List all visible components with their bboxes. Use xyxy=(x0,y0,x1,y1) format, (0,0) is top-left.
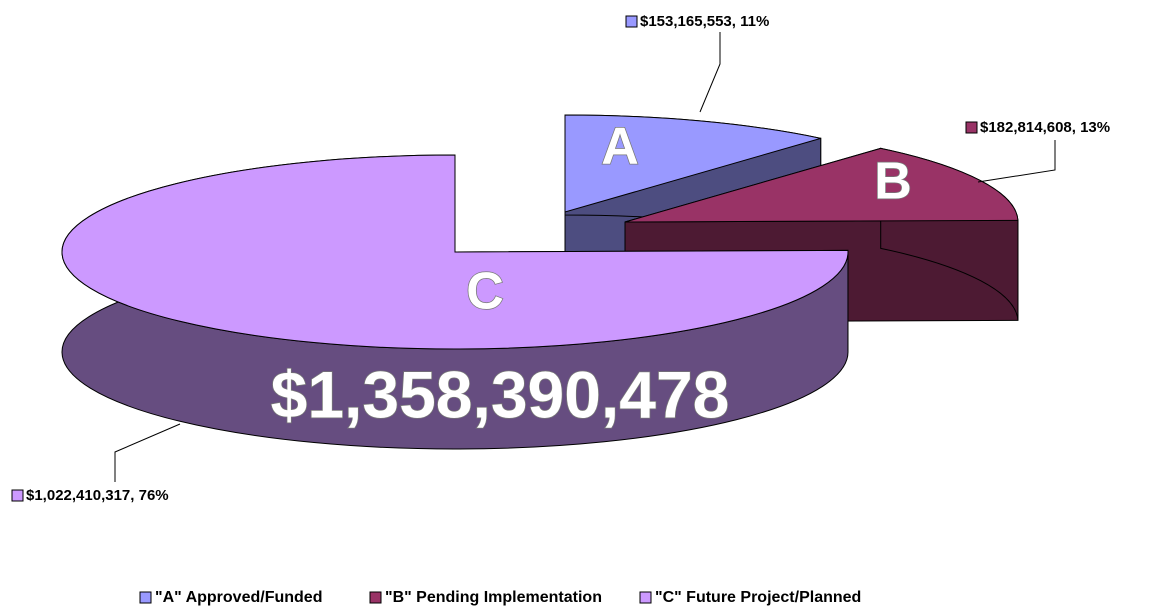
legend-label: "B" Pending Implementation xyxy=(385,589,602,606)
legend-swatch xyxy=(369,591,382,604)
label-swatch xyxy=(965,121,978,134)
legend-swatch xyxy=(139,591,152,604)
legend-swatch xyxy=(639,591,652,604)
legend-label: "A" Approved/Funded xyxy=(155,589,322,606)
leader-line xyxy=(977,140,1056,183)
legend-label: "C" Future Project/Planned xyxy=(655,589,861,606)
total-label: $1,358,390,478 xyxy=(271,357,730,431)
slice-top xyxy=(61,154,849,350)
value-label: $182,814,608, 13% xyxy=(980,119,1110,136)
slice-letter: A xyxy=(601,118,639,176)
label-swatch xyxy=(11,489,24,502)
slice-top xyxy=(564,114,821,213)
leader-line xyxy=(699,32,721,113)
slice xyxy=(61,154,849,450)
slice-letter: B xyxy=(874,153,912,211)
value-label: $1,022,410,317, 76% xyxy=(26,487,169,504)
slice-letter: C xyxy=(466,263,504,321)
value-label: $153,165,553, 11% xyxy=(640,13,769,30)
leader-line xyxy=(114,423,181,482)
slice-top xyxy=(624,147,1019,223)
label-swatch xyxy=(625,15,638,28)
